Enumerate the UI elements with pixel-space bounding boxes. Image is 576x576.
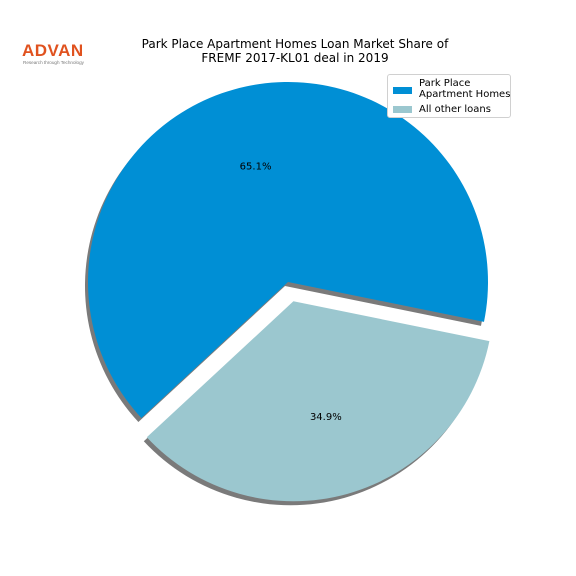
legend-swatch-other-loans — [393, 106, 412, 113]
chart-title-line-1: Park Place Apartment Homes Loan Market S… — [141, 37, 449, 51]
pie-slice-label-0: 65.1% — [240, 161, 272, 172]
legend-label-other-loans: All other loans — [419, 104, 491, 115]
chart-title-line-2: FREMF 2017-KL01 deal in 2019 — [201, 51, 389, 65]
legend-swatch-park-place — [393, 87, 412, 94]
pie-slice-0 — [87, 82, 489, 419]
logo-wordmark: ADVAN — [22, 41, 84, 60]
chart-title: Park Place Apartment Homes Loan Market S… — [120, 37, 470, 65]
logo-tagline: Research through Technology — [23, 60, 84, 65]
pie-slice-1 — [146, 301, 490, 502]
legend-label-park-place: Park Place Apartment Homes — [419, 78, 511, 100]
chart-legend: Park Place Apartment Homes All other loa… — [387, 74, 511, 118]
advan-logo: ADVAN Research through Technology — [22, 42, 94, 68]
pie-slice-label-1: 34.9% — [310, 412, 342, 423]
legend-label-park-place-line-2: Apartment Homes — [419, 89, 511, 100]
legend-label-park-place-line-1: Park Place — [419, 78, 471, 89]
